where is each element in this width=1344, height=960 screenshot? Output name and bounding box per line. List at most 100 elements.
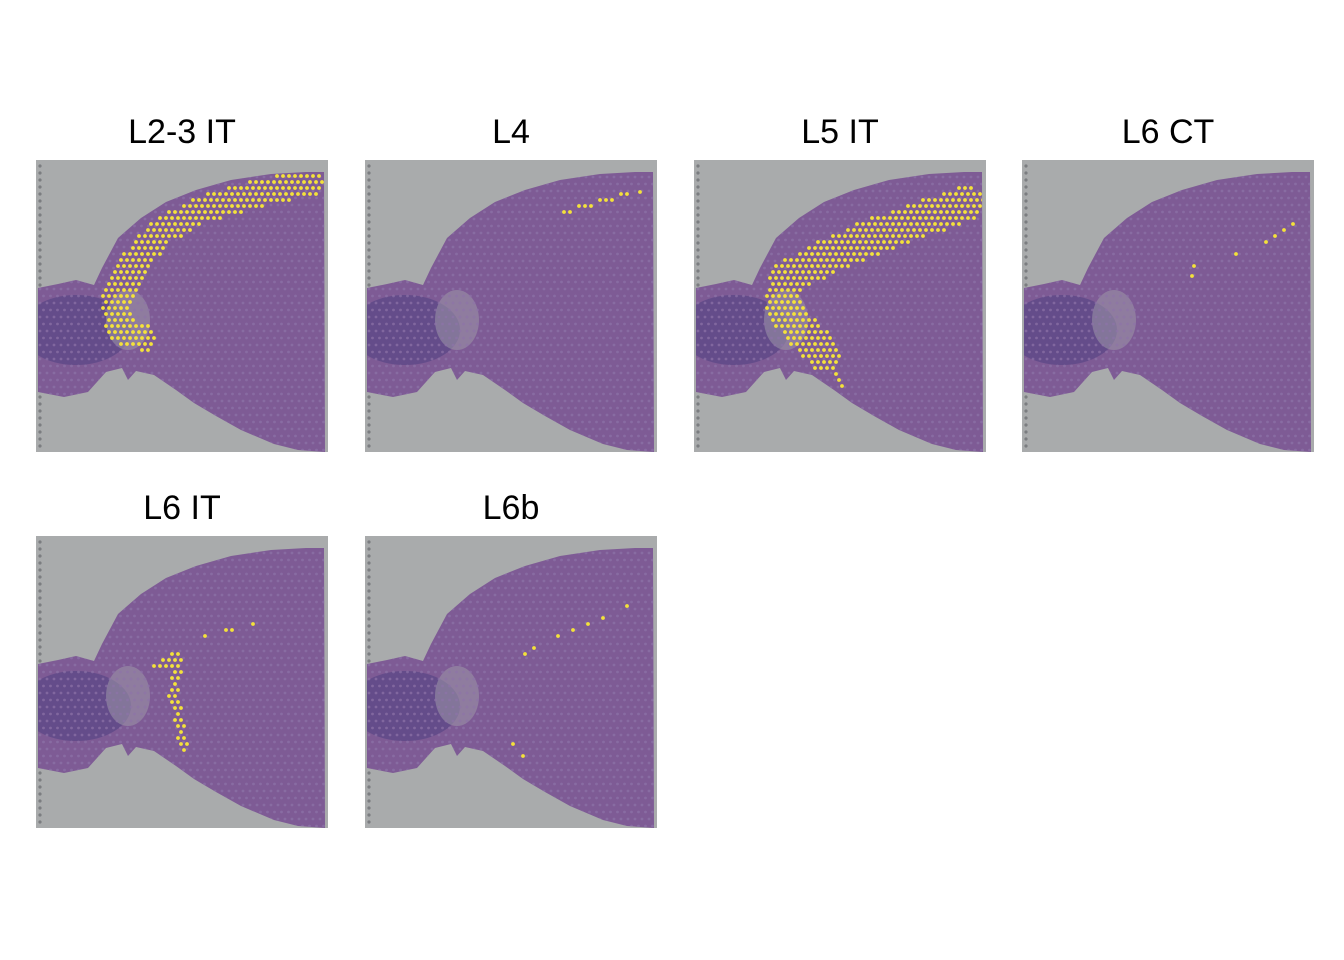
- spot: [843, 301, 847, 305]
- spot: [318, 301, 322, 305]
- spot: [903, 196, 906, 200]
- spot: [605, 259, 609, 263]
- spot: [469, 224, 472, 228]
- spot: [525, 252, 528, 256]
- spot: [161, 280, 164, 284]
- spot: [182, 252, 185, 256]
- spot: [294, 280, 297, 284]
- spot: [199, 259, 203, 263]
- spot: [66, 343, 70, 347]
- highlight-spot: [281, 186, 285, 190]
- spot: [528, 329, 532, 333]
- fiducial-dot: [696, 409, 700, 413]
- spot: [248, 357, 252, 361]
- spot: [245, 280, 248, 284]
- spot: [168, 280, 171, 284]
- spot: [735, 322, 738, 326]
- spot: [269, 357, 273, 361]
- spot: [612, 427, 616, 431]
- spot: [875, 350, 878, 354]
- highlight-spot: [290, 180, 294, 184]
- spot: [283, 231, 287, 235]
- highlight-spot: [320, 180, 324, 184]
- spot: [248, 245, 252, 249]
- spot: [136, 273, 140, 277]
- spot: [511, 378, 514, 382]
- spot: [861, 308, 864, 312]
- spot: [112, 252, 115, 256]
- spot: [717, 287, 721, 291]
- spot: [252, 280, 255, 284]
- spot: [525, 294, 528, 298]
- spot: [371, 322, 374, 326]
- spot: [322, 308, 325, 312]
- spot: [483, 238, 486, 242]
- spot: [451, 301, 455, 305]
- spot: [322, 266, 325, 270]
- spot: [602, 434, 605, 438]
- spot: [413, 336, 416, 340]
- spot: [595, 364, 598, 368]
- spot: [630, 182, 633, 186]
- spot: [297, 301, 301, 305]
- spot: [87, 357, 91, 361]
- highlight-spot: [110, 300, 114, 304]
- spot: [826, 294, 829, 298]
- spot: [154, 308, 157, 312]
- spot: [59, 315, 63, 319]
- spot: [52, 371, 56, 375]
- spot: [567, 182, 570, 186]
- spot: [315, 224, 318, 228]
- spot: [385, 336, 388, 340]
- highlight-spot: [203, 210, 207, 214]
- spot: [945, 266, 948, 270]
- spot: [227, 259, 231, 263]
- spot: [164, 273, 168, 277]
- spot: [941, 175, 945, 179]
- spot: [703, 315, 707, 319]
- spot: [843, 329, 847, 333]
- spot: [409, 343, 413, 347]
- fiducial-dot: [367, 269, 371, 273]
- spot: [66, 301, 70, 305]
- spot: [738, 357, 742, 361]
- spot: [276, 217, 280, 221]
- spot: [577, 399, 581, 403]
- spot: [553, 336, 556, 340]
- spot: [570, 231, 574, 235]
- spot: [367, 385, 371, 389]
- spot: [612, 315, 616, 319]
- spot: [934, 301, 938, 305]
- spot: [504, 350, 507, 354]
- spot: [311, 315, 315, 319]
- spot: [392, 336, 395, 340]
- spot: [63, 294, 66, 298]
- spot: [42, 364, 45, 368]
- spot: [259, 406, 262, 410]
- spot: [259, 280, 262, 284]
- spot: [910, 280, 913, 284]
- spot: [507, 231, 511, 235]
- spot: [955, 301, 959, 305]
- spot: [882, 224, 885, 228]
- spot: [395, 357, 399, 361]
- spot: [63, 364, 66, 368]
- spot: [98, 350, 101, 354]
- spot: [455, 252, 458, 256]
- spot: [136, 301, 140, 305]
- spot: [157, 259, 161, 263]
- spot: [854, 210, 857, 214]
- spot: [490, 294, 493, 298]
- spot: [598, 245, 602, 249]
- spot: [948, 357, 952, 361]
- spot: [847, 308, 850, 312]
- spot: [220, 385, 224, 389]
- spot: [913, 301, 917, 305]
- spot: [738, 315, 742, 319]
- spot: [308, 434, 311, 438]
- spot: [924, 266, 927, 270]
- spot: [574, 238, 577, 242]
- spot: [465, 231, 469, 235]
- spot: [619, 287, 623, 291]
- spot: [259, 322, 262, 326]
